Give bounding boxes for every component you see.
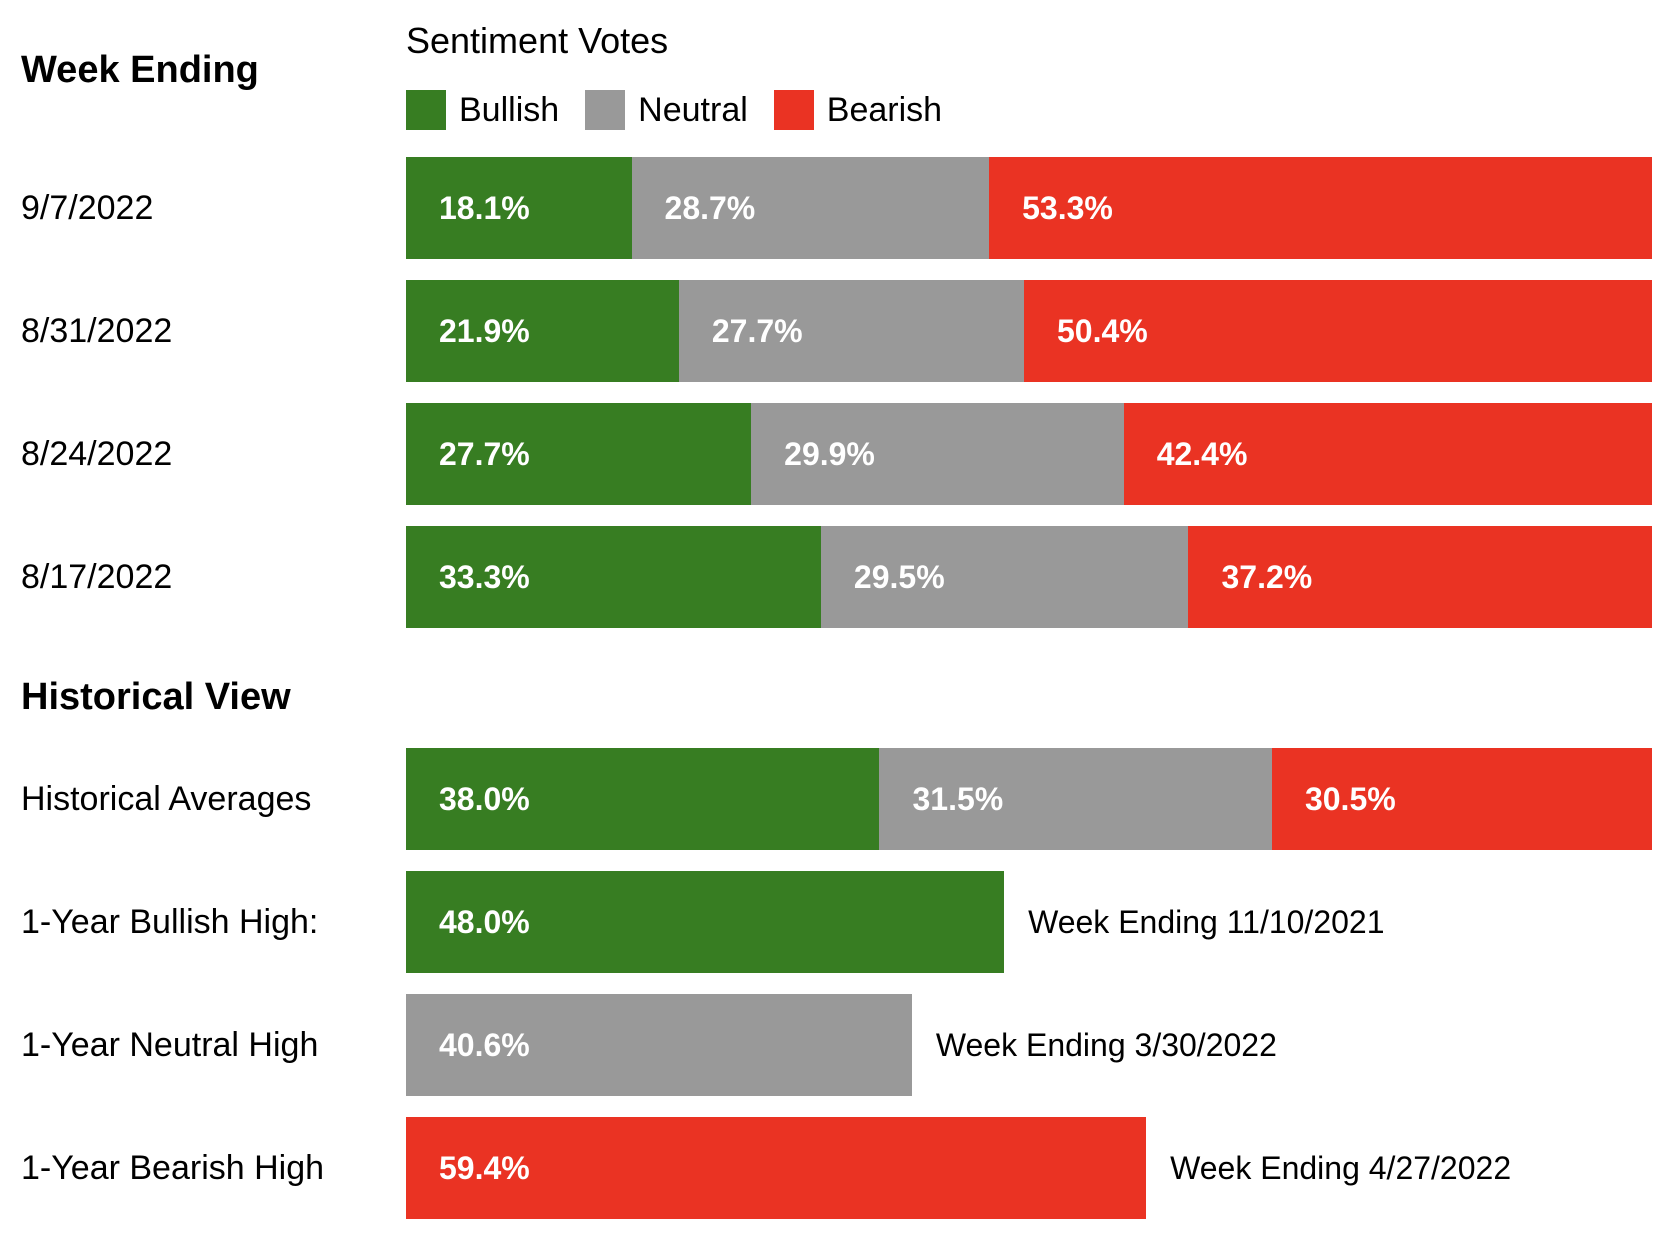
row-label: 1-Year Neutral High: [21, 1026, 319, 1064]
title-and-legend: Sentiment Votes Bullish Neutral Bearish: [406, 0, 1672, 157]
bar-segment-neutral: 40.6%: [406, 994, 912, 1096]
stacked-bar: 38.0% 31.5% 30.5%: [406, 748, 1652, 850]
row-label: 8/31/2022: [21, 312, 173, 350]
chart-title: Sentiment Votes: [406, 20, 669, 61]
weekly-rows-section: 9/7/2022 18.1% 28.7% 53.3% 8/31/2022 21.9% 27.…: [0, 157, 1672, 628]
bar-segment-value: 30.5%: [1304, 780, 1396, 817]
weekly-row: 8/17/2022 33.3% 29.5% 37.2%: [0, 526, 1672, 628]
bar-segment-value: 50.4%: [1057, 312, 1148, 349]
bar-note: Week Ending 4/27/2022: [1170, 1149, 1512, 1186]
legend: Bullish Neutral Bearish: [406, 90, 1672, 130]
legend-swatch-neutral: [585, 90, 626, 130]
bar-segment-neutral: 27.7%: [678, 280, 1024, 382]
chart-header: Week Ending Sentiment Votes Bullish Neutr…: [0, 0, 1672, 157]
single-bar-area: 40.6% Week Ending 3/30/2022: [406, 994, 1652, 1096]
bar-segment-value: 18.1%: [439, 189, 530, 226]
row-label: 8/17/2022: [21, 558, 173, 596]
legend-item-bullish: Bullish: [406, 90, 559, 130]
historical-high-row-bearish: 1-Year Bearish High 59.4% Week Ending 4/27…: [0, 1117, 1672, 1219]
bar-segment-value: 29.9%: [784, 435, 875, 472]
bar-segment-bearish: 30.5%: [1271, 748, 1652, 850]
bar-note: Week Ending 3/30/2022: [935, 1026, 1277, 1063]
bar-segment-bearish: 59.4%: [406, 1117, 1147, 1219]
bar-segment-bullish: 21.9%: [406, 280, 679, 382]
historical-rows-section: Historical Averages 38.0% 31.5% 30.5% 1-Year…: [0, 748, 1672, 1219]
bar-segment-value: 38.0%: [439, 780, 530, 817]
bar-segment-bullish: 38.0%: [406, 748, 880, 850]
bar-segment-value: 21.9%: [439, 312, 530, 349]
stacked-bar: 33.3% 29.5% 37.2%: [406, 526, 1652, 628]
bar-segment-neutral: 28.7%: [631, 157, 990, 259]
bar-segment-value: 42.4%: [1156, 435, 1248, 472]
bar-segment-value: 53.3%: [1022, 189, 1113, 226]
row-label: 1-Year Bearish High: [21, 1149, 325, 1187]
legend-swatch-bearish: [773, 90, 814, 130]
row-label: 9/7/2022: [21, 189, 154, 227]
bar-segment-bullish: 18.1%: [406, 157, 632, 259]
bar-segment-neutral: 29.9%: [751, 403, 1124, 505]
row-label: 8/24/2022: [21, 435, 173, 473]
weekly-row: 9/7/2022 18.1% 28.7% 53.3%: [0, 157, 1672, 259]
bar-segment-value: 59.4%: [439, 1149, 530, 1186]
historical-averages-row: Historical Averages 38.0% 31.5% 30.5%: [0, 748, 1672, 850]
bar-segment-bullish: 33.3%: [406, 526, 821, 628]
bar-segment-bearish: 53.3%: [989, 157, 1652, 259]
bar-segment-bullish: 48.0%: [406, 871, 1005, 973]
historical-high-row-neutral: 1-Year Neutral High 40.6% Week Ending 3/30…: [0, 994, 1672, 1096]
weekly-row: 8/24/2022 27.7% 29.9% 42.4%: [0, 403, 1672, 505]
bar-segment-value: 27.7%: [711, 312, 803, 349]
stacked-bar: 21.9% 27.7% 50.4%: [406, 280, 1652, 382]
bar-segment-value: 33.3%: [439, 558, 530, 595]
historical-view-heading: Historical View: [21, 676, 291, 718]
stacked-bar: 27.7% 29.9% 42.4%: [406, 403, 1652, 505]
bar-segment-bearish: 42.4%: [1123, 403, 1652, 505]
bar-segment-bullish: 27.7%: [406, 403, 752, 505]
legend-swatch-bullish: [406, 90, 446, 130]
legend-label-bullish: Bullish: [459, 91, 560, 129]
row-label: Historical Averages: [21, 780, 312, 818]
bar-segment-value: 28.7%: [664, 189, 756, 226]
legend-item-neutral: Neutral: [585, 90, 748, 130]
row-axis-header: Week Ending: [0, 0, 406, 157]
historical-high-row-bullish: 1-Year Bullish High: 48.0% Week Ending 11/…: [0, 871, 1672, 973]
single-bar-area: 48.0% Week Ending 11/10/2021: [406, 871, 1652, 973]
bar-segment-neutral: 31.5%: [879, 748, 1272, 850]
bar-segment-value: 31.5%: [912, 780, 1004, 817]
bar-segment-value: 48.0%: [439, 903, 530, 940]
bar-segment-bearish: 50.4%: [1024, 280, 1652, 382]
single-bar-area: 59.4% Week Ending 4/27/2022: [406, 1117, 1652, 1219]
bar-segment-value: 27.7%: [439, 435, 530, 472]
bar-segment-value: 40.6%: [439, 1026, 530, 1063]
bar-segment-value: 29.5%: [853, 558, 945, 595]
row-label: 1-Year Bullish High:: [21, 903, 319, 941]
week-ending-heading: Week Ending: [21, 49, 259, 91]
stacked-bar: 18.1% 28.7% 53.3%: [406, 157, 1652, 259]
bar-note: Week Ending 11/10/2021: [1028, 903, 1385, 940]
bar-segment-neutral: 29.5%: [820, 526, 1189, 628]
weekly-row: 8/31/2022 21.9% 27.7% 50.4%: [0, 280, 1672, 382]
legend-item-bearish: Bearish: [773, 90, 943, 130]
legend-label-bearish: Bearish: [826, 91, 943, 129]
bar-segment-value: 37.2%: [1221, 558, 1313, 595]
bar-segment-bearish: 37.2%: [1188, 526, 1652, 628]
legend-label-neutral: Neutral: [638, 91, 748, 129]
